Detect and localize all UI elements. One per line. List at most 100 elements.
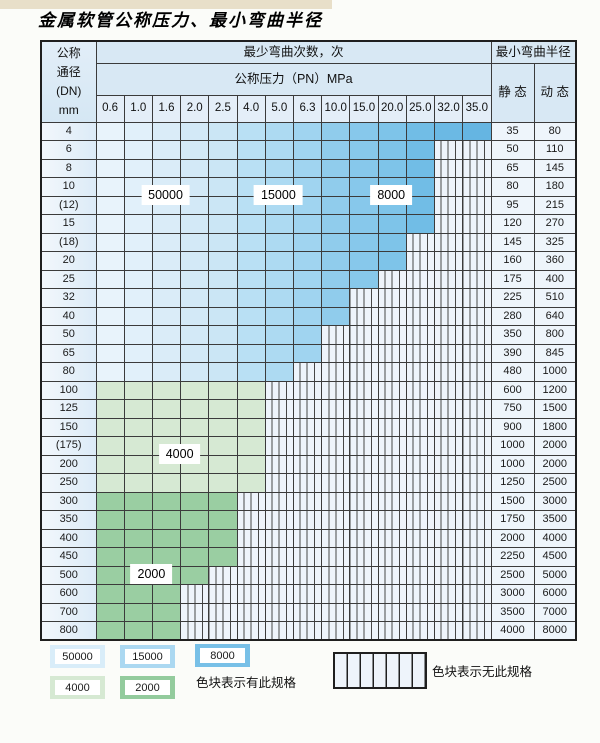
no-spec-cell xyxy=(433,436,464,456)
spec-cell xyxy=(236,288,266,308)
spec-cell xyxy=(264,140,294,160)
spec-cell xyxy=(180,528,210,548)
no-spec-cell xyxy=(321,491,351,511)
spec-cell xyxy=(349,121,379,141)
table-row: 125 750 1500 xyxy=(40,399,577,419)
bend-count-header: 最少弯曲次数，次 xyxy=(95,40,492,64)
spec-cell xyxy=(95,510,125,530)
spec-cell xyxy=(123,288,153,308)
spec-cell xyxy=(151,214,182,234)
no-spec-cell xyxy=(433,306,464,326)
no-spec-cell xyxy=(377,602,407,622)
no-spec-cell xyxy=(462,454,492,474)
no-spec-cell xyxy=(405,565,435,585)
no-spec-cell xyxy=(292,584,323,604)
pressure-tick: 35.0 xyxy=(462,94,492,123)
static-value: 1250 xyxy=(490,473,535,493)
spec-cell xyxy=(208,454,238,474)
spec-cell xyxy=(151,380,182,400)
dynamic-value: 145 xyxy=(533,158,577,178)
dynamic-value: 360 xyxy=(533,251,577,271)
legend-item-value: 4000 xyxy=(55,680,100,695)
dynamic-value: 1000 xyxy=(533,362,577,382)
no-spec-cell xyxy=(321,510,351,530)
table-row: 20 160 360 xyxy=(40,251,577,271)
no-spec-cell xyxy=(321,362,351,382)
spec-cell xyxy=(180,510,210,530)
table-row: 200 1000 2000 xyxy=(40,454,577,474)
no-spec-cell xyxy=(264,436,294,456)
no-spec-cell xyxy=(349,343,379,363)
no-spec-cell xyxy=(433,140,464,160)
spec-cell xyxy=(123,325,153,345)
spec-cell xyxy=(321,195,351,215)
no-spec-cell xyxy=(377,343,407,363)
static-value: 175 xyxy=(490,269,535,289)
static-value: 350 xyxy=(490,325,535,345)
no-spec-cell xyxy=(405,325,435,345)
dynamic-value: 800 xyxy=(533,325,577,345)
dynamic-value: 325 xyxy=(533,232,577,252)
spec-cell xyxy=(208,121,238,141)
no-spec-cell xyxy=(462,232,492,252)
spec-cell xyxy=(123,158,153,178)
static-header: 静 态 xyxy=(490,62,535,123)
spec-cell xyxy=(208,325,238,345)
spec-cell xyxy=(236,325,266,345)
spec-cell xyxy=(180,251,210,271)
no-spec-cell xyxy=(377,565,407,585)
dn-cell: 500 xyxy=(40,565,97,585)
spec-cell xyxy=(349,269,379,289)
no-spec-cell xyxy=(264,528,294,548)
spec-cell xyxy=(180,158,210,178)
no-spec-cell xyxy=(462,436,492,456)
pressure-tick: 0.6 xyxy=(95,94,125,123)
spec-cell xyxy=(208,473,238,493)
no-spec-cell xyxy=(462,491,492,511)
spec-cell xyxy=(95,454,125,474)
no-spec-cell xyxy=(264,584,294,604)
dynamic-value: 845 xyxy=(533,343,577,363)
no-spec-cell xyxy=(264,454,294,474)
spec-cell xyxy=(208,380,238,400)
spec-cell xyxy=(321,288,351,308)
no-spec-cell xyxy=(433,325,464,345)
no-spec-cell xyxy=(321,325,351,345)
spec-cell xyxy=(321,177,351,197)
dn-cell: 10 xyxy=(40,177,97,197)
table-row: 32 225 510 xyxy=(40,288,577,308)
no-spec-cell xyxy=(433,177,464,197)
dn-cell: (18) xyxy=(40,232,97,252)
spec-cell xyxy=(236,362,266,382)
no-spec-cell xyxy=(292,528,323,548)
no-spec-cell xyxy=(405,269,435,289)
zone-label-8000: 8000 xyxy=(370,185,413,205)
no-spec-cell xyxy=(292,491,323,511)
pressure-tick: 1.6 xyxy=(151,94,182,123)
no-spec-cell xyxy=(180,584,210,604)
table-row: 500 2500 5000 xyxy=(40,565,577,585)
table-row: 250 1250 2500 xyxy=(40,473,577,493)
spec-cell xyxy=(180,547,210,567)
static-value: 95 xyxy=(490,195,535,215)
spec-cell xyxy=(95,528,125,548)
spec-cell xyxy=(264,288,294,308)
spec-cell xyxy=(208,510,238,530)
no-spec-cell xyxy=(405,232,435,252)
dn-cell: 20 xyxy=(40,251,97,271)
spec-cell xyxy=(151,232,182,252)
legend-item-value: 50000 xyxy=(55,649,100,664)
scan-artifact-strip xyxy=(0,0,332,9)
no-spec-cell xyxy=(349,380,379,400)
dynamic-value: 110 xyxy=(533,140,577,160)
static-value: 2000 xyxy=(490,528,535,548)
no-spec-cell xyxy=(462,177,492,197)
static-value: 2250 xyxy=(490,547,535,567)
no-spec-cell xyxy=(462,584,492,604)
dynamic-value: 510 xyxy=(533,288,577,308)
spec-cell xyxy=(151,547,182,567)
no-spec-cell xyxy=(433,399,464,419)
spec-cell xyxy=(95,121,125,141)
no-spec-cell xyxy=(321,584,351,604)
table-row: 300 1500 3000 xyxy=(40,491,577,511)
